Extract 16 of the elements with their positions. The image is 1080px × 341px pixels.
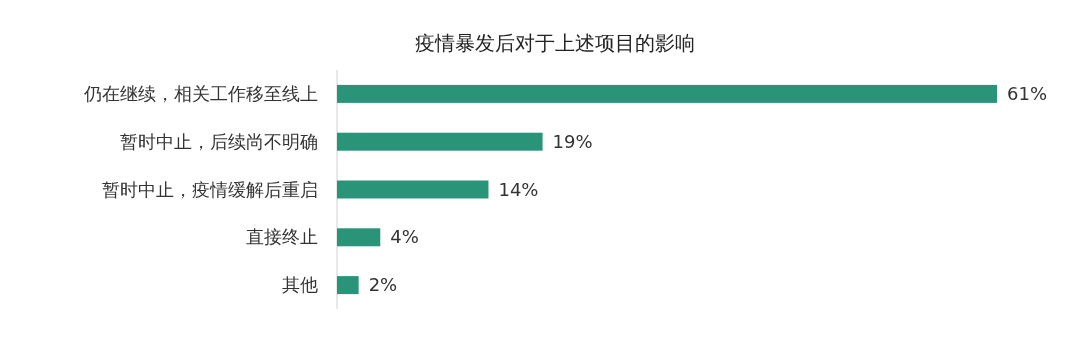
bar — [337, 84, 997, 103]
y-tick-label: 仍在继续，相关工作移至线上 — [83, 82, 318, 104]
y-tick-label: 暂时中止，后续尚不明确 — [120, 130, 318, 152]
y-tick-label: 直接终止 — [246, 226, 318, 248]
bar — [337, 276, 359, 295]
data-label: 2% — [368, 274, 398, 296]
data-label: 4% — [390, 226, 419, 248]
data-label: 61% — [1007, 82, 1048, 104]
bar — [337, 228, 381, 247]
y-tick-label: 暂时中止，疫情缓解后重启 — [102, 178, 318, 200]
data-label: 14% — [498, 178, 539, 200]
bar — [337, 180, 489, 199]
y-tick-label: 其他 — [282, 274, 318, 296]
bar — [337, 132, 543, 151]
chart-title: 疫情暴发后对于上述项目的影响 — [415, 31, 695, 55]
data-label: 19% — [552, 130, 593, 152]
